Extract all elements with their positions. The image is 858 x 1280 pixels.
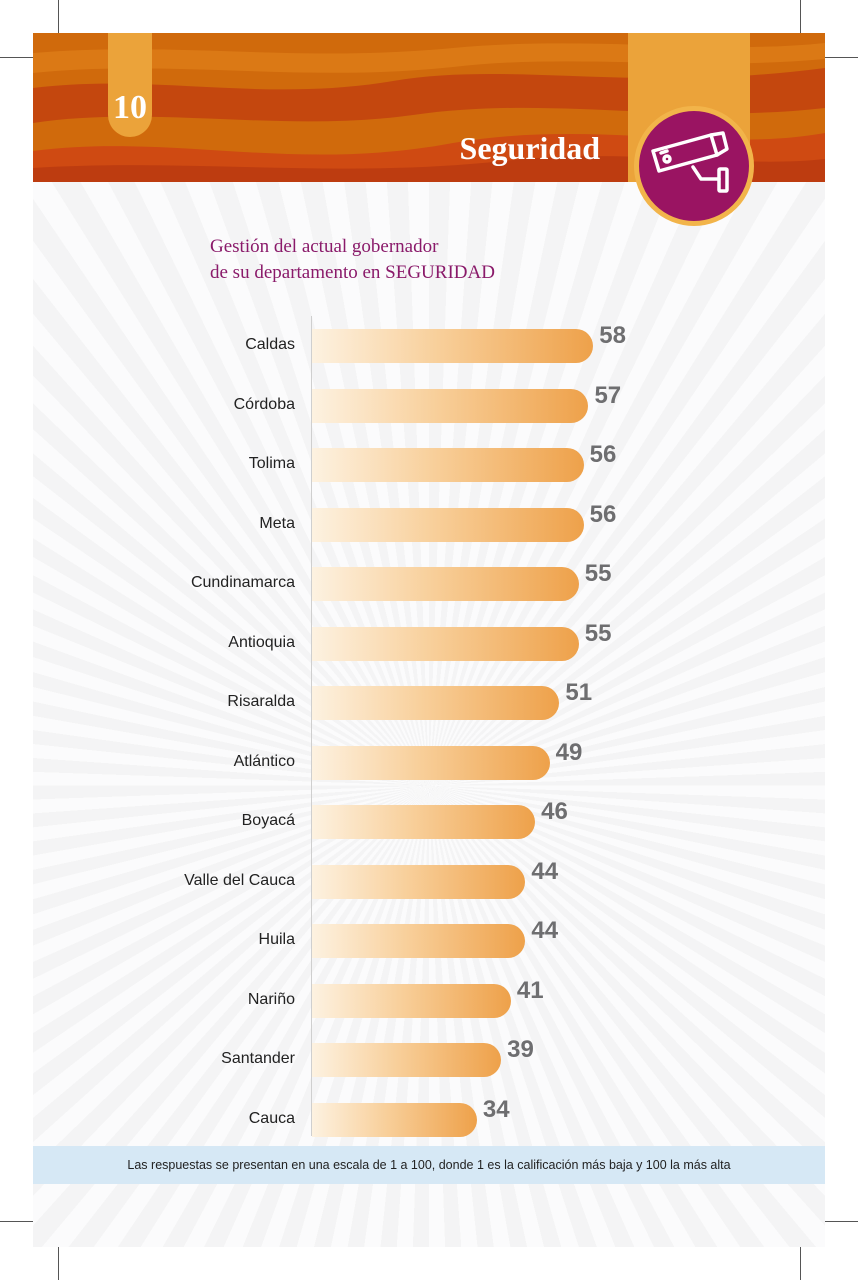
chart-title-line-1: Gestión del actual gobernador (210, 236, 439, 257)
category-label: Cauca (248, 1109, 295, 1127)
data-label: 44 (531, 857, 559, 885)
page-number-tab: 10 (108, 33, 152, 137)
chart-title: Gestión del actual gobernador de su depa… (210, 234, 495, 286)
bar (312, 388, 589, 423)
bar (312, 507, 584, 542)
category-label: Atlántico (233, 752, 295, 770)
bar (312, 626, 579, 661)
bar (312, 864, 526, 899)
category-label: Valle del Cauca (184, 871, 295, 889)
category-label: Caldas (245, 336, 295, 353)
security-camera-icon (651, 131, 729, 193)
y-axis-line (311, 316, 312, 1136)
category-label: Cundinamarca (190, 574, 295, 591)
data-label: 55 (584, 619, 612, 647)
chart-title-line-2: de su departamento en SEGURIDAD (210, 262, 495, 283)
crop-mark (800, 0, 801, 47)
category-label: Nariño (247, 990, 295, 1008)
data-label: 56 (589, 500, 617, 528)
data-label: 49 (555, 738, 583, 766)
crop-mark (811, 1221, 858, 1222)
data-label: 56 (589, 441, 617, 468)
crop-mark (811, 57, 858, 58)
crop-mark (0, 1221, 47, 1222)
data-label: 41 (516, 976, 544, 1004)
page-number: 10 (113, 89, 147, 126)
bar (312, 924, 526, 958)
category-label: Tolima (248, 455, 295, 472)
bar (312, 745, 550, 780)
data-label: 57 (594, 381, 622, 409)
crop-mark (0, 57, 47, 58)
category-label: Meta (259, 514, 295, 532)
data-label: 58 (599, 322, 626, 349)
bar (312, 686, 560, 720)
page: 10 Seguridad Gestión del actual gobernad… (33, 33, 825, 1247)
category-label: Córdoba (233, 395, 295, 413)
category-label: Huila (258, 931, 295, 948)
category-label: Santander (221, 1050, 295, 1067)
footnote: Las respuestas se presentan en una escal… (33, 1146, 825, 1184)
bar (312, 983, 511, 1018)
bar (312, 329, 594, 363)
data-label: 46 (541, 798, 568, 825)
data-label: 55 (584, 560, 612, 587)
bar (312, 448, 584, 482)
data-label: 34 (482, 1095, 510, 1123)
icon-badge (634, 106, 754, 226)
crop-mark (800, 1233, 801, 1280)
crop-mark (58, 1233, 59, 1280)
category-label: Antioquia (228, 633, 295, 651)
category-label: Boyacá (241, 812, 295, 829)
data-label: 44 (531, 917, 559, 944)
bar (312, 1043, 502, 1077)
data-label: 51 (565, 679, 593, 706)
data-label: 39 (507, 1036, 534, 1063)
category-label: Risaralda (227, 693, 295, 710)
bar (312, 567, 579, 601)
section-title: Seguridad (459, 130, 600, 166)
bar (312, 1102, 477, 1137)
crop-mark (58, 0, 59, 47)
bar (312, 805, 536, 839)
